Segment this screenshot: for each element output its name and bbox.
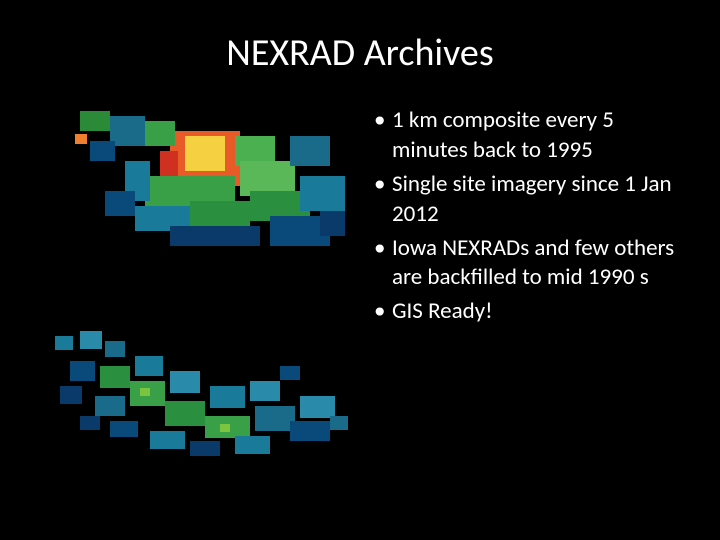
list-item: 1 km composite every 5 minutes back to 1… xyxy=(370,106,680,166)
radar-composite-image xyxy=(40,106,350,466)
list-item: GIS Ready! xyxy=(370,297,680,327)
bullet-list: 1 km composite every 5 minutes back to 1… xyxy=(370,106,680,466)
page-title: NEXRAD Archives xyxy=(40,30,680,76)
radar-imagery xyxy=(40,106,350,466)
slide-container: NEXRAD Archives xyxy=(0,0,720,540)
list-item: Iowa NEXRADs and few others are backfill… xyxy=(370,234,680,294)
content-row: 1 km composite every 5 minutes back to 1… xyxy=(40,106,680,466)
list-item: Single site imagery since 1 Jan 2012 xyxy=(370,170,680,230)
